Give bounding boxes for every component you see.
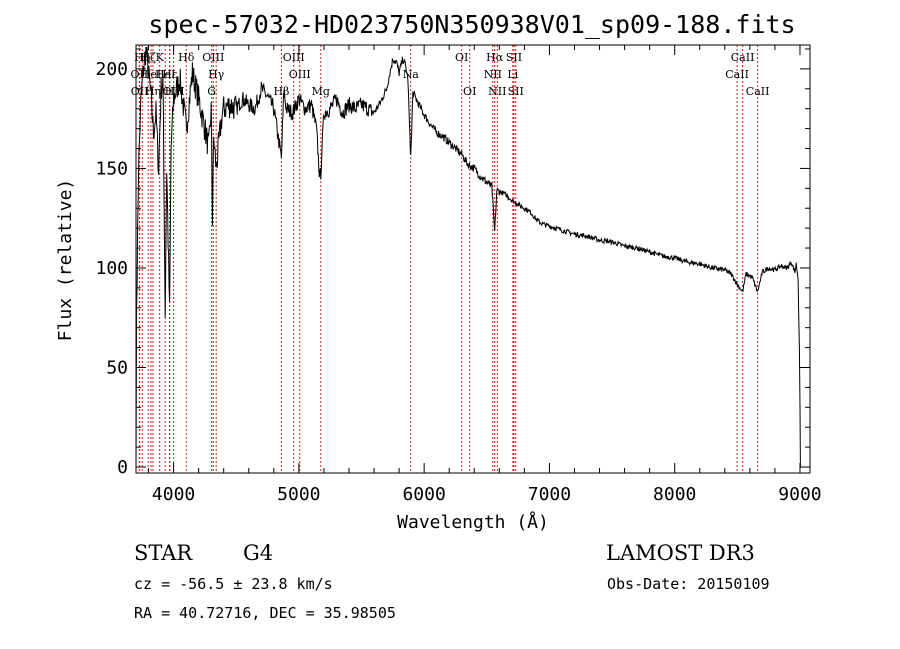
line-label: Hγ bbox=[208, 68, 225, 81]
line-label: CaII bbox=[746, 85, 770, 98]
line-label: SII bbox=[508, 85, 524, 98]
object-class: STAR bbox=[134, 541, 193, 565]
x-tick-label: 8000 bbox=[653, 484, 696, 505]
line-label: Hδ bbox=[178, 51, 195, 64]
y-tick-label: 100 bbox=[95, 258, 128, 279]
line-label: NII bbox=[484, 68, 502, 81]
y-axis: 0 50 100 150 200 bbox=[95, 48, 810, 478]
line-label: Hε bbox=[162, 68, 178, 81]
line-label: K bbox=[156, 51, 165, 64]
y-axis-label: Flux (relative) bbox=[55, 179, 76, 342]
plot-frame bbox=[135, 44, 811, 474]
coordinates: RA = 40.72716, DEC = 35.98505 bbox=[134, 604, 396, 622]
line-label: OIII bbox=[289, 68, 311, 81]
line-label: Na bbox=[403, 68, 420, 81]
line-label: CaII bbox=[731, 51, 755, 64]
y-tick-label: 200 bbox=[95, 59, 128, 80]
obs-date: Obs-Date: 20150109 bbox=[607, 575, 770, 593]
x-axis: 4000 5000 6000 7000 8000 9000 bbox=[148, 45, 822, 505]
x-tick-label: 5000 bbox=[277, 484, 320, 505]
x-tick-label: 9000 bbox=[778, 484, 821, 505]
x-tick-label: 4000 bbox=[152, 484, 195, 505]
y-tick-label: 150 bbox=[95, 158, 128, 179]
line-label: SII bbox=[506, 51, 522, 64]
line-label: Hη bbox=[145, 85, 161, 98]
line-label: Hζ bbox=[140, 51, 156, 64]
line-label: OIII bbox=[283, 51, 305, 64]
line-label: Hβ bbox=[273, 85, 289, 98]
line-label: Mg bbox=[312, 85, 330, 98]
line-label: NII bbox=[488, 85, 506, 98]
line-labels: HηOIIOIIHζHeIHηKHeIHHεHδOIIIOIIIHγGOIIIO… bbox=[131, 51, 770, 98]
line-label: HeI bbox=[155, 68, 175, 81]
line-label: Hα bbox=[486, 51, 504, 64]
line-label: H bbox=[165, 85, 175, 98]
line-label: Li bbox=[507, 68, 518, 81]
chart-title: spec-57032-HD023750N350938V01_sp09-188.f… bbox=[148, 10, 795, 39]
line-label: OIII bbox=[202, 51, 224, 64]
x-tick-label: 7000 bbox=[528, 484, 571, 505]
y-tick-label: 50 bbox=[106, 357, 128, 378]
x-tick-label: 6000 bbox=[402, 484, 445, 505]
line-label: G bbox=[207, 85, 216, 98]
survey-name: LAMOST DR3 bbox=[606, 541, 755, 565]
line-label: OII bbox=[131, 85, 149, 98]
line-label: OI bbox=[463, 85, 476, 98]
line-label: CaII bbox=[725, 68, 749, 81]
spectrum-line bbox=[135, 46, 801, 468]
object-subclass: G4 bbox=[243, 541, 273, 565]
line-label: HeI bbox=[141, 68, 161, 81]
line-label: OI bbox=[455, 51, 468, 64]
line-markers bbox=[138, 45, 759, 473]
redshift-info: cz = -56.5 ± 23.8 km/s bbox=[134, 575, 333, 593]
x-axis-label: Wavelength (Å) bbox=[397, 511, 549, 533]
y-tick-label: 0 bbox=[117, 457, 128, 478]
